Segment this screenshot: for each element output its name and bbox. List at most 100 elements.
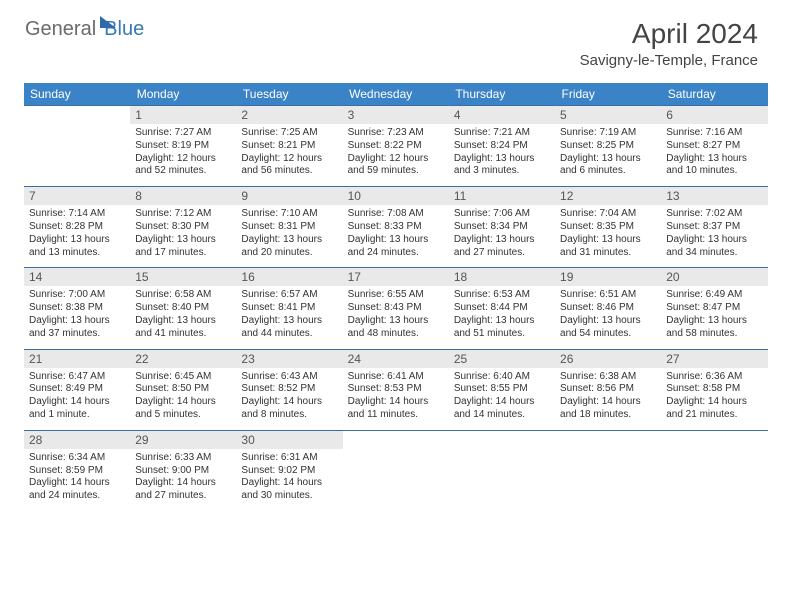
daylight-text: Daylight: 13 hours and 51 minutes.: [454, 315, 550, 341]
sunrise-text: Sunrise: 7:27 AM: [135, 127, 231, 140]
sunset-text: Sunset: 9:02 PM: [241, 465, 337, 478]
calendar-week-row: 28Sunrise: 6:34 AMSunset: 8:59 PMDayligh…: [24, 430, 768, 511]
month-title: April 2024: [580, 18, 758, 50]
calendar-day-cell: 30Sunrise: 6:31 AMSunset: 9:02 PMDayligh…: [236, 430, 342, 511]
daylight-text: Daylight: 13 hours and 13 minutes.: [29, 234, 125, 260]
calendar-day-cell: 11Sunrise: 7:06 AMSunset: 8:34 PMDayligh…: [449, 187, 555, 268]
sunrise-text: Sunrise: 7:19 AM: [560, 127, 656, 140]
calendar-day-cell: 22Sunrise: 6:45 AMSunset: 8:50 PMDayligh…: [130, 349, 236, 430]
sunset-text: Sunset: 8:19 PM: [135, 140, 231, 153]
daylight-text: Daylight: 12 hours and 56 minutes.: [241, 153, 337, 179]
sunrise-text: Sunrise: 7:25 AM: [241, 127, 337, 140]
day-body: Sunrise: 7:12 AMSunset: 8:30 PMDaylight:…: [130, 205, 236, 267]
sunrise-text: Sunrise: 6:57 AM: [241, 289, 337, 302]
header: General Blue April 2024 Savigny-le-Templ…: [0, 0, 792, 77]
calendar-week-row: 1Sunrise: 7:27 AMSunset: 8:19 PMDaylight…: [24, 106, 768, 187]
calendar-day-cell: 4Sunrise: 7:21 AMSunset: 8:24 PMDaylight…: [449, 106, 555, 187]
day-body: Sunrise: 6:53 AMSunset: 8:44 PMDaylight:…: [449, 286, 555, 348]
day-body: Sunrise: 6:36 AMSunset: 8:58 PMDaylight:…: [661, 368, 767, 430]
calendar-empty-cell: [555, 430, 661, 511]
sunrise-text: Sunrise: 6:34 AM: [29, 452, 125, 465]
day-number: 23: [236, 350, 342, 368]
sunrise-text: Sunrise: 6:58 AM: [135, 289, 231, 302]
sunrise-text: Sunrise: 7:23 AM: [348, 127, 444, 140]
day-body: Sunrise: 6:31 AMSunset: 9:02 PMDaylight:…: [236, 449, 342, 511]
calendar-day-cell: 19Sunrise: 6:51 AMSunset: 8:46 PMDayligh…: [555, 268, 661, 349]
calendar-day-cell: 14Sunrise: 7:00 AMSunset: 8:38 PMDayligh…: [24, 268, 130, 349]
day-header-row: SundayMondayTuesdayWednesdayThursdayFrid…: [24, 83, 768, 106]
day-number: 2: [236, 106, 342, 124]
daylight-text: Daylight: 13 hours and 27 minutes.: [454, 234, 550, 260]
daylight-text: Daylight: 13 hours and 34 minutes.: [666, 234, 762, 260]
daylight-text: Daylight: 13 hours and 58 minutes.: [666, 315, 762, 341]
sunset-text: Sunset: 8:49 PM: [29, 383, 125, 396]
sunrise-text: Sunrise: 7:16 AM: [666, 127, 762, 140]
day-number: 22: [130, 350, 236, 368]
sunset-text: Sunset: 8:58 PM: [666, 383, 762, 396]
daylight-text: Daylight: 13 hours and 41 minutes.: [135, 315, 231, 341]
day-number: 12: [555, 187, 661, 205]
day-body: Sunrise: 7:02 AMSunset: 8:37 PMDaylight:…: [661, 205, 767, 267]
day-header: Monday: [130, 83, 236, 106]
daylight-text: Daylight: 14 hours and 11 minutes.: [348, 396, 444, 422]
day-body: Sunrise: 6:45 AMSunset: 8:50 PMDaylight:…: [130, 368, 236, 430]
calendar-day-cell: 28Sunrise: 6:34 AMSunset: 8:59 PMDayligh…: [24, 430, 130, 511]
logo-text-general: General: [25, 18, 96, 41]
day-body: Sunrise: 6:33 AMSunset: 9:00 PMDaylight:…: [130, 449, 236, 511]
sunrise-text: Sunrise: 7:02 AM: [666, 208, 762, 221]
sunset-text: Sunset: 8:44 PM: [454, 302, 550, 315]
day-body: Sunrise: 7:04 AMSunset: 8:35 PMDaylight:…: [555, 205, 661, 267]
sunset-text: Sunset: 8:30 PM: [135, 221, 231, 234]
day-body: Sunrise: 7:10 AMSunset: 8:31 PMDaylight:…: [236, 205, 342, 267]
calendar-day-cell: 26Sunrise: 6:38 AMSunset: 8:56 PMDayligh…: [555, 349, 661, 430]
day-number: 26: [555, 350, 661, 368]
sunset-text: Sunset: 8:25 PM: [560, 140, 656, 153]
day-body: Sunrise: 6:34 AMSunset: 8:59 PMDaylight:…: [24, 449, 130, 511]
location: Savigny-le-Temple, France: [580, 52, 758, 69]
day-number: 30: [236, 431, 342, 449]
day-number: 14: [24, 268, 130, 286]
sunrise-text: Sunrise: 6:31 AM: [241, 452, 337, 465]
daylight-text: Daylight: 13 hours and 17 minutes.: [135, 234, 231, 260]
day-number: 19: [555, 268, 661, 286]
day-number: 25: [449, 350, 555, 368]
logo-triangle-icon: [100, 16, 116, 28]
daylight-text: Daylight: 14 hours and 1 minute.: [29, 396, 125, 422]
day-body: Sunrise: 7:00 AMSunset: 8:38 PMDaylight:…: [24, 286, 130, 348]
sunset-text: Sunset: 8:31 PM: [241, 221, 337, 234]
day-number: 3: [343, 106, 449, 124]
daylight-text: Daylight: 13 hours and 54 minutes.: [560, 315, 656, 341]
day-body: Sunrise: 7:21 AMSunset: 8:24 PMDaylight:…: [449, 124, 555, 186]
day-body: Sunrise: 7:19 AMSunset: 8:25 PMDaylight:…: [555, 124, 661, 186]
sunrise-text: Sunrise: 7:08 AM: [348, 208, 444, 221]
day-number: 9: [236, 187, 342, 205]
calendar-day-cell: 27Sunrise: 6:36 AMSunset: 8:58 PMDayligh…: [661, 349, 767, 430]
sunrise-text: Sunrise: 6:43 AM: [241, 371, 337, 384]
daylight-text: Daylight: 13 hours and 10 minutes.: [666, 153, 762, 179]
day-number: 21: [24, 350, 130, 368]
day-number: 18: [449, 268, 555, 286]
calendar-day-cell: 1Sunrise: 7:27 AMSunset: 8:19 PMDaylight…: [130, 106, 236, 187]
daylight-text: Daylight: 13 hours and 24 minutes.: [348, 234, 444, 260]
sunrise-text: Sunrise: 6:40 AM: [454, 371, 550, 384]
calendar-day-cell: 3Sunrise: 7:23 AMSunset: 8:22 PMDaylight…: [343, 106, 449, 187]
calendar-day-cell: 10Sunrise: 7:08 AMSunset: 8:33 PMDayligh…: [343, 187, 449, 268]
calendar-day-cell: 17Sunrise: 6:55 AMSunset: 8:43 PMDayligh…: [343, 268, 449, 349]
sunset-text: Sunset: 8:21 PM: [241, 140, 337, 153]
day-number: 4: [449, 106, 555, 124]
day-header: Sunday: [24, 83, 130, 106]
day-header: Friday: [555, 83, 661, 106]
sunset-text: Sunset: 8:52 PM: [241, 383, 337, 396]
calendar-day-cell: 24Sunrise: 6:41 AMSunset: 8:53 PMDayligh…: [343, 349, 449, 430]
day-number: 17: [343, 268, 449, 286]
calendar-day-cell: 6Sunrise: 7:16 AMSunset: 8:27 PMDaylight…: [661, 106, 767, 187]
sunset-text: Sunset: 8:47 PM: [666, 302, 762, 315]
day-header: Thursday: [449, 83, 555, 106]
day-body: Sunrise: 6:43 AMSunset: 8:52 PMDaylight:…: [236, 368, 342, 430]
sunrise-text: Sunrise: 6:36 AM: [666, 371, 762, 384]
sunset-text: Sunset: 8:24 PM: [454, 140, 550, 153]
sunrise-text: Sunrise: 6:51 AM: [560, 289, 656, 302]
day-body: Sunrise: 7:16 AMSunset: 8:27 PMDaylight:…: [661, 124, 767, 186]
day-number: 7: [24, 187, 130, 205]
calendar-day-cell: 5Sunrise: 7:19 AMSunset: 8:25 PMDaylight…: [555, 106, 661, 187]
